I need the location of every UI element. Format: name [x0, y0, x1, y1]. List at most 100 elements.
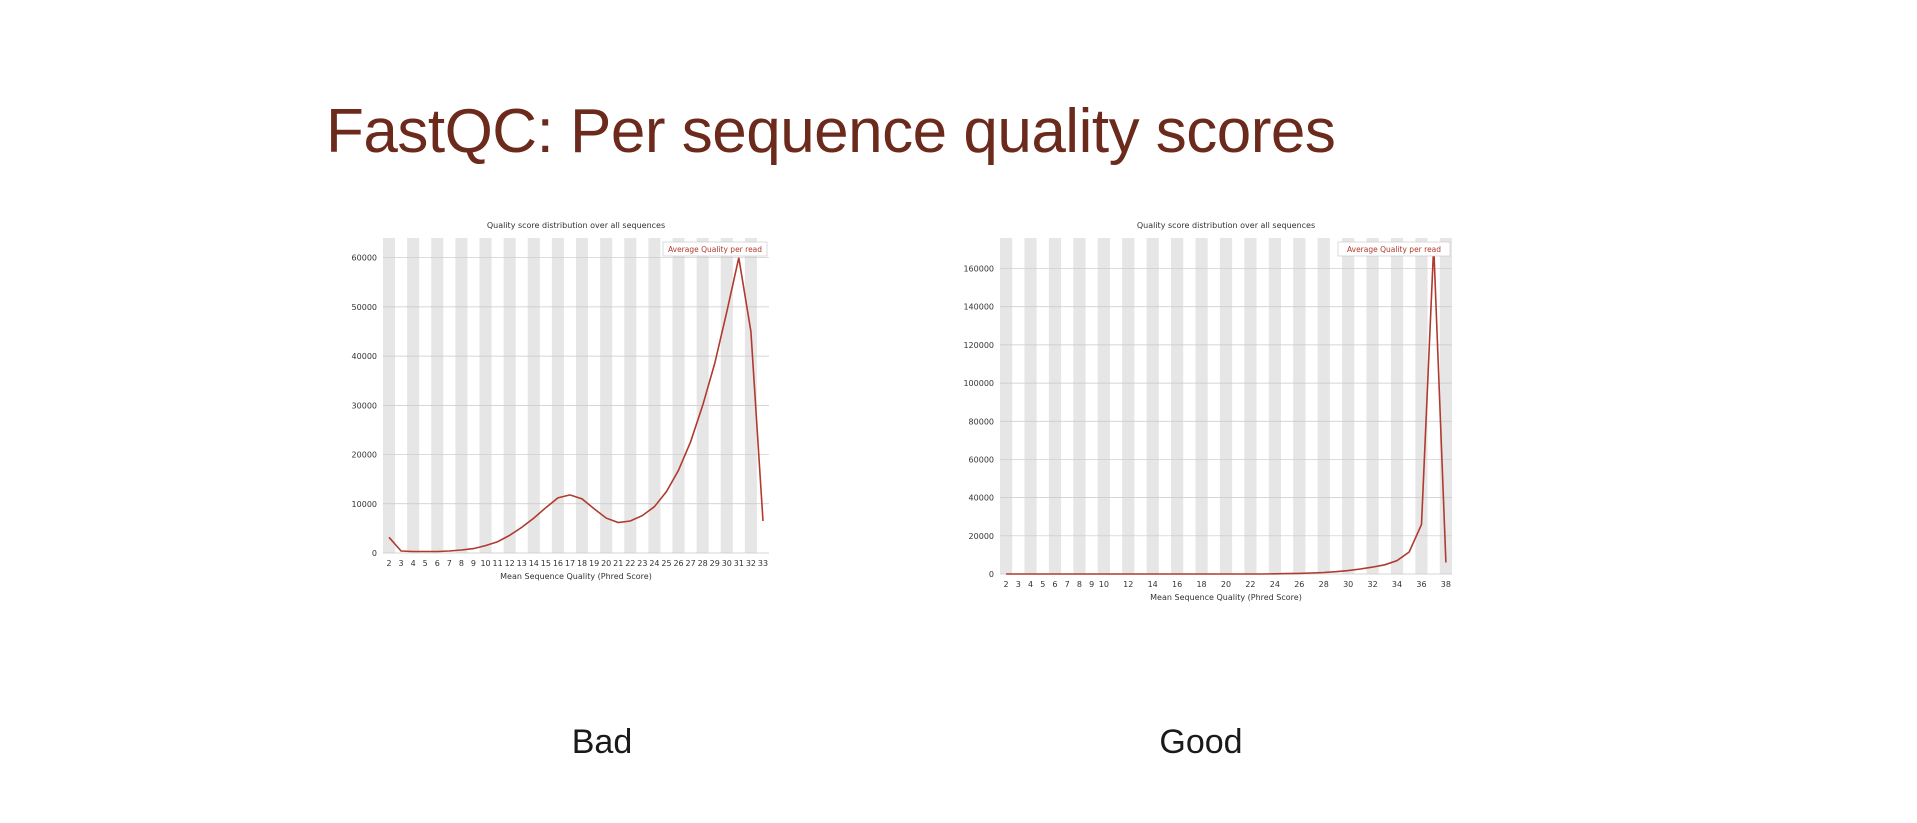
bad-x-tick-label: 29	[710, 559, 720, 568]
good-y-tick-label: 160000	[963, 265, 994, 274]
bad-y-tick-label: 20000	[352, 451, 377, 460]
bad-x-tick-label: 11	[493, 559, 503, 568]
good-x-tick-label: 9	[1089, 580, 1094, 589]
bad-x-tick-label: 27	[686, 559, 696, 568]
good-x-tick-label: 8	[1077, 580, 1082, 589]
good-x-tick-label: 2	[1004, 580, 1009, 589]
bad-stripe	[407, 238, 420, 553]
good-stripe	[1268, 238, 1281, 574]
good-legend-box	[1337, 241, 1451, 257]
good-y-tick-label: 140000	[963, 303, 994, 312]
good-x-tick-label: 10	[1099, 580, 1109, 589]
good-y-tick-label: 0	[989, 570, 994, 579]
good-x-tick-label: 26	[1294, 580, 1304, 589]
good-x-tick-label: 4	[1028, 580, 1033, 589]
good-y-tick-label: 60000	[969, 455, 994, 464]
good-x-tick-label: 38	[1441, 580, 1451, 589]
bad-y-tick-label: 60000	[352, 254, 377, 263]
bad-stripe	[383, 238, 396, 553]
bad-chart-title: Quality score distribution over all sequ…	[487, 221, 665, 230]
good-stripe	[1122, 238, 1135, 574]
bad-stripe	[479, 238, 492, 553]
bad-x-tick-label: 2	[386, 559, 391, 568]
good-stripe	[1000, 238, 1013, 574]
bad-x-tick-label: 3	[399, 559, 404, 568]
bad-x-tick-label: 31	[734, 559, 744, 568]
good-y-tick-label: 120000	[963, 341, 994, 350]
bad-x-tick-label: 10	[480, 559, 490, 568]
bad-x-tick-label: 23	[637, 559, 647, 568]
bad-series-line	[388, 257, 764, 553]
good-x-tick-label: 30	[1343, 580, 1353, 589]
good-stripe	[1219, 238, 1233, 574]
good-stripe	[1439, 238, 1452, 574]
bad-chart: Quality score distribution over all sequ…	[352, 221, 769, 581]
good-x-tick-label: 24	[1270, 580, 1280, 589]
bad-legend-box	[662, 241, 768, 257]
good-x-tick-label: 12	[1123, 580, 1133, 589]
good-stripe	[1048, 238, 1062, 574]
good-stripe	[1366, 238, 1379, 574]
good-x-tick-label: 28	[1319, 580, 1329, 589]
good-y-tick-label: 100000	[963, 379, 994, 388]
bad-y-tick-label: 10000	[352, 500, 377, 509]
good-x-tick-label: 36	[1416, 580, 1426, 589]
bad-x-tick-label: 18	[577, 559, 587, 568]
bad-x-tick-label: 25	[661, 559, 671, 568]
bad-x-tick-label: 21	[613, 559, 623, 568]
bad-x-tick-label: 9	[471, 559, 476, 568]
good-stripe	[1293, 238, 1306, 574]
good-x-tick-label: 16	[1172, 580, 1182, 589]
good-stripe	[1195, 238, 1208, 574]
good-x-tick-label: 6	[1052, 580, 1057, 589]
good-stripe	[1024, 238, 1037, 574]
bad-x-tick-label: 4	[411, 559, 416, 568]
bad-x-axis-label: Mean Sequence Quality (Phred Score)	[500, 572, 652, 581]
bad-stripe	[455, 238, 468, 553]
bad-x-tick-label: 17	[565, 559, 575, 568]
bad-stripe	[648, 238, 661, 553]
good-x-axis-label: Mean Sequence Quality (Phred Score)	[1150, 593, 1302, 602]
bad-x-tick-label: 19	[589, 559, 599, 568]
bad-stripe	[503, 238, 516, 553]
bad-x-tick-label: 5	[423, 559, 428, 568]
good-stripe	[1390, 238, 1404, 574]
bad-x-tick-label: 13	[517, 559, 527, 568]
bad-x-tick-label: 20	[601, 559, 611, 568]
good-x-tick-label: 14	[1148, 580, 1158, 589]
bad-y-tick-label: 50000	[352, 303, 377, 312]
slide-title: FastQC: Per sequence quality scores	[326, 97, 1336, 166]
good-caption: Good	[1159, 723, 1243, 761]
bad-stripe	[672, 238, 685, 553]
good-chart-title: Quality score distribution over all sequ…	[1137, 221, 1315, 230]
good-y-tick-label: 40000	[969, 494, 994, 503]
good-chart: Quality score distribution over all sequ…	[963, 221, 1452, 602]
good-x-tick-label: 32	[1368, 580, 1378, 589]
bad-stripe	[576, 238, 589, 553]
good-x-tick-label: 3	[1016, 580, 1021, 589]
bad-y-tick-label: 40000	[352, 352, 377, 361]
bad-y-tick-label: 30000	[352, 401, 377, 410]
bad-x-tick-label: 22	[625, 559, 635, 568]
bad-x-tick-label: 16	[553, 559, 563, 568]
good-legend-entry: Average Quality per read	[1347, 245, 1441, 254]
bad-x-tick-label: 12	[505, 559, 515, 568]
bad-stripe	[551, 238, 564, 553]
good-stripe	[1146, 238, 1159, 574]
good-x-tick-label: 7	[1065, 580, 1070, 589]
good-x-tick-label: 20	[1221, 580, 1231, 589]
bad-y-tick-label: 0	[372, 549, 377, 558]
bad-x-tick-label: 24	[649, 559, 659, 568]
bad-caption: Bad	[571, 723, 633, 761]
bad-x-tick-label: 32	[746, 559, 756, 568]
good-stripe	[1073, 238, 1086, 574]
bad-stripe	[624, 238, 637, 553]
bad-x-tick-label: 26	[673, 559, 683, 568]
good-stripe	[1171, 238, 1184, 574]
good-stripe	[1342, 238, 1355, 574]
bad-x-tick-label: 15	[541, 559, 551, 568]
good-x-tick-label: 22	[1245, 580, 1255, 589]
bad-stripe	[600, 238, 613, 553]
good-stripe	[1317, 238, 1330, 574]
good-x-tick-label: 5	[1040, 580, 1045, 589]
